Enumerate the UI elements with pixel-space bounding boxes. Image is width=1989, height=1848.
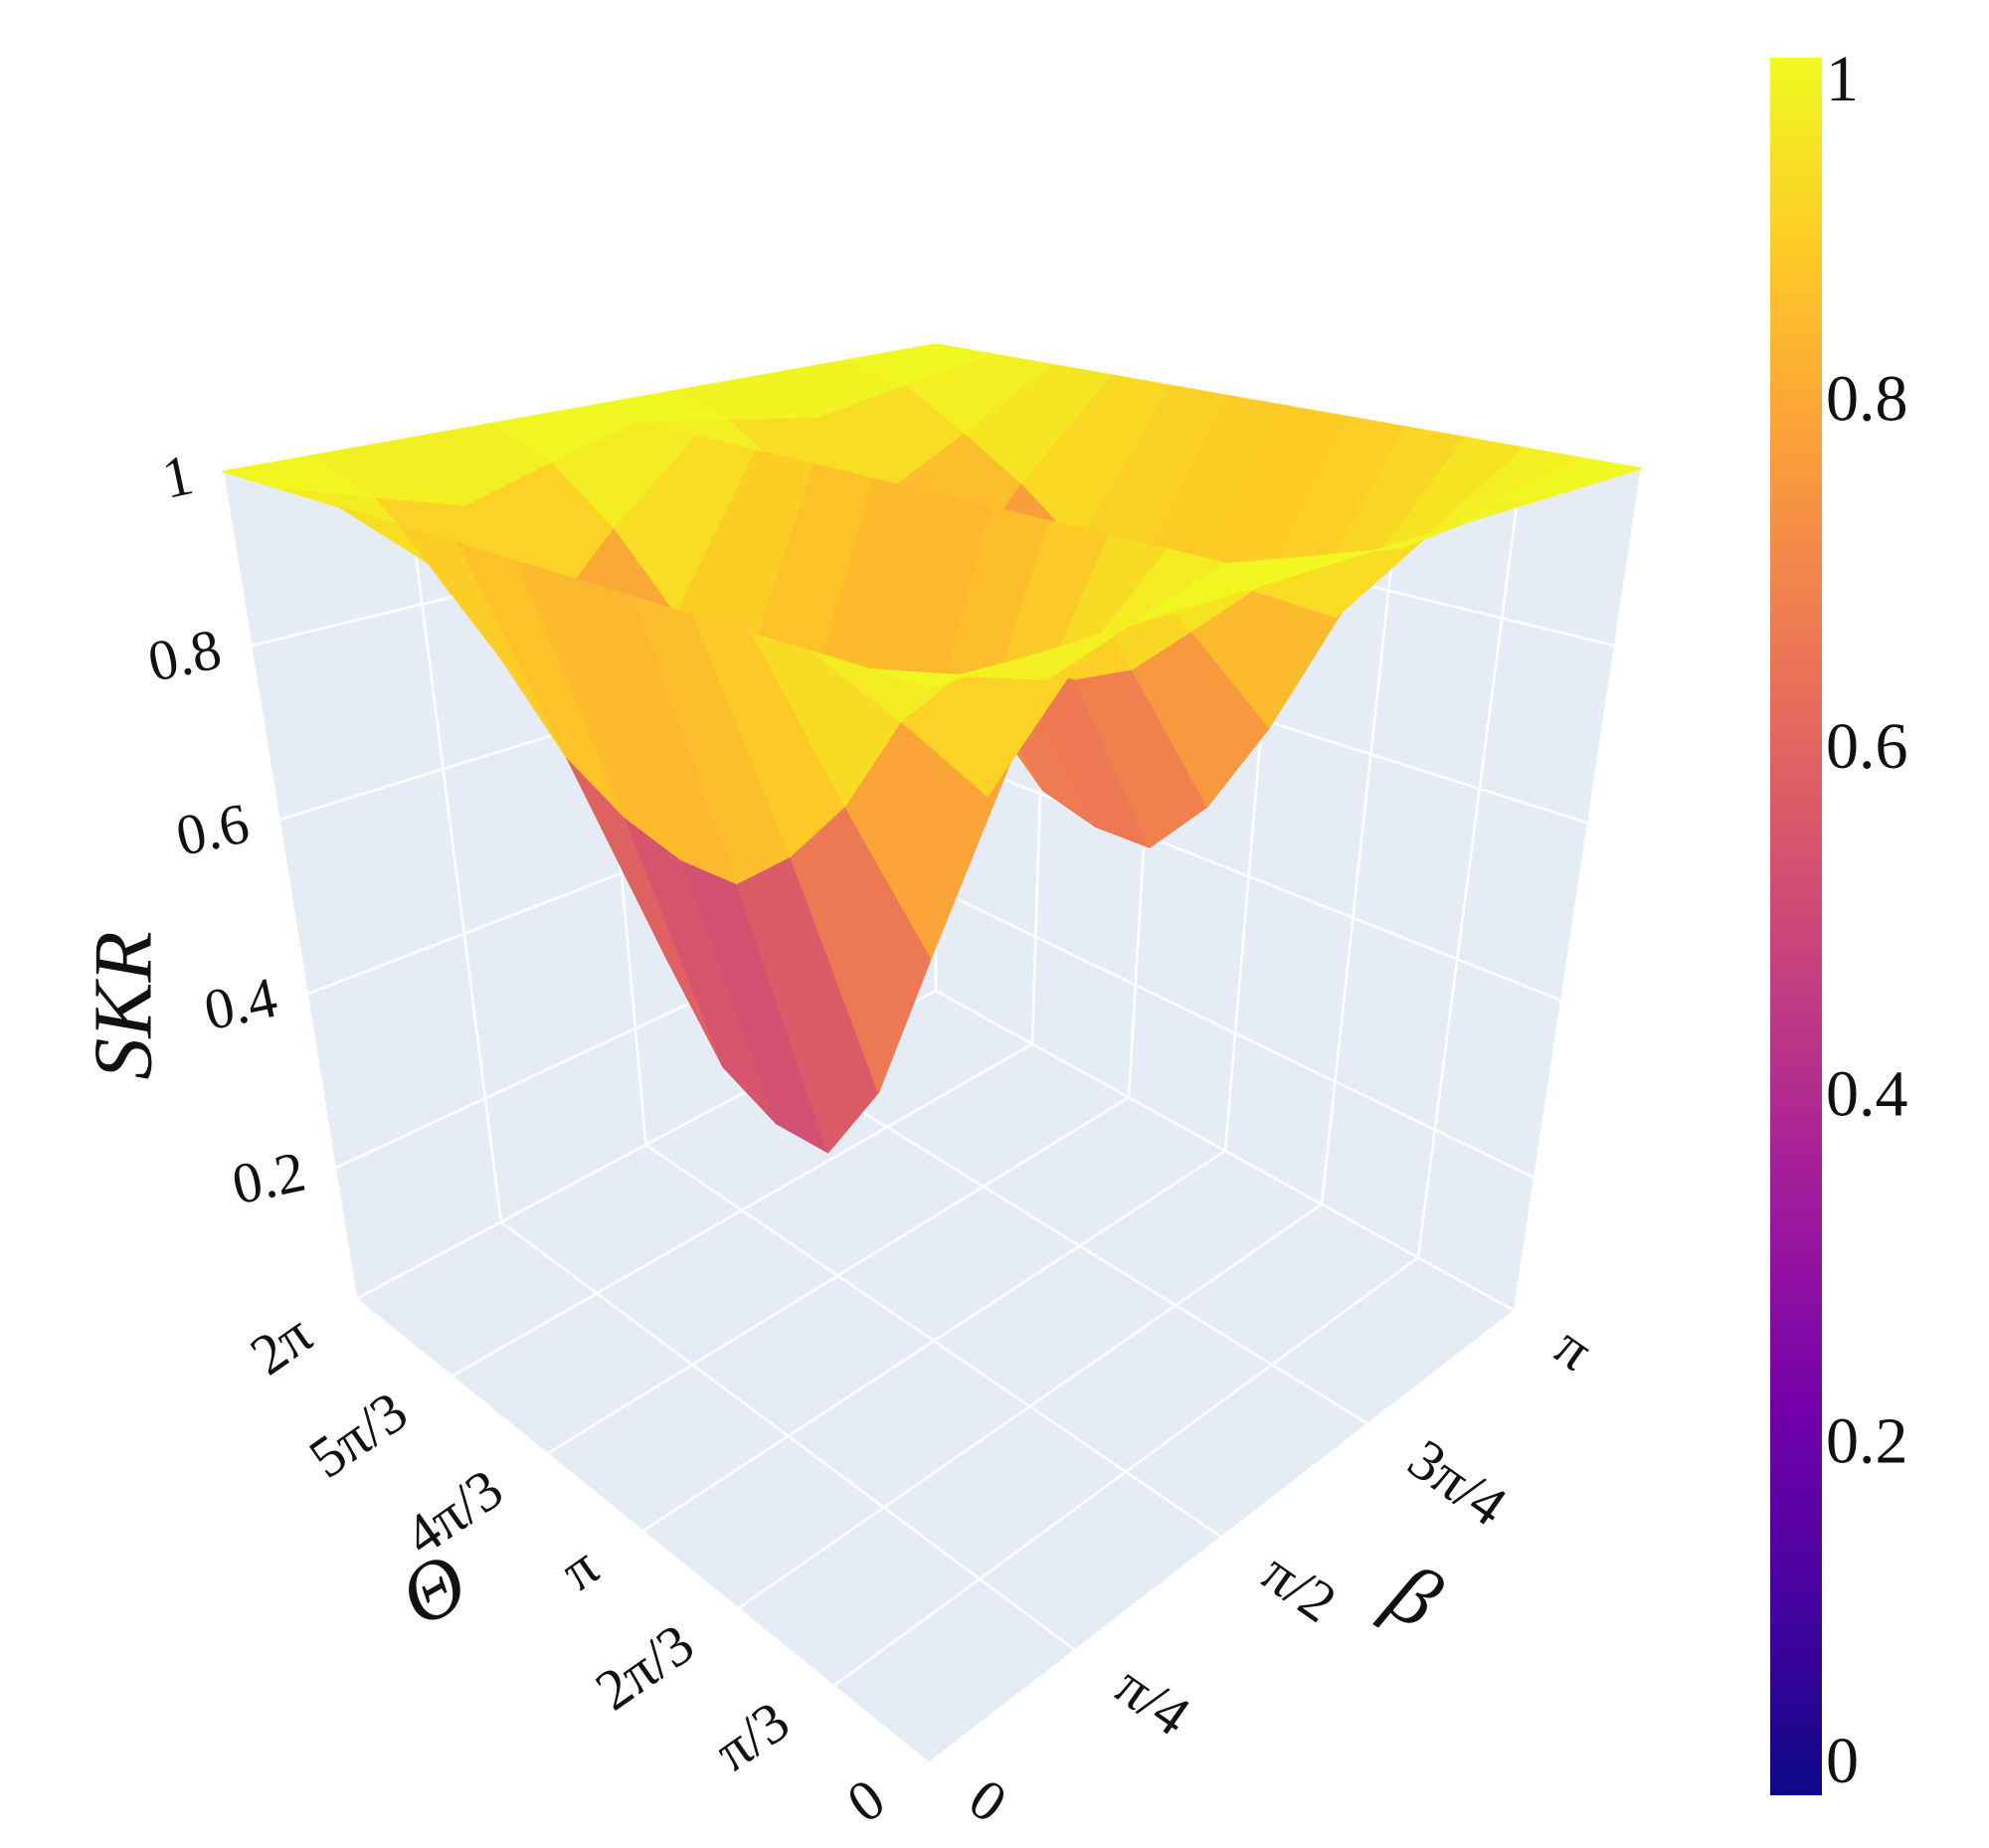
x-tick-label: 5π/3: [297, 1379, 419, 1491]
y-tick-label: 0: [958, 1765, 1018, 1835]
z-axis-title: SKR: [77, 931, 169, 1079]
colorbar-tick-label: 1: [1826, 43, 1859, 115]
colorbar-tick-label: 0.2: [1826, 1405, 1908, 1478]
y-grid-line: [221, 470, 930, 1764]
colorbar: 0 0.2 0.4 0.6 0.8 1: [1770, 43, 1908, 1797]
y-tick-label: π: [1543, 1313, 1604, 1383]
x-tick-label: π: [549, 1534, 610, 1603]
x-tick-label: 2π/3: [584, 1611, 705, 1724]
colorbar-tick-label: 0.4: [1826, 1057, 1908, 1130]
colorbar-tick-label: 0.8: [1826, 363, 1908, 436]
y-tick-label: π/2: [1250, 1540, 1348, 1635]
surface-patch: [869, 658, 1019, 688]
surface: [222, 343, 1643, 1154]
colorbar-tick-label: 0.6: [1826, 710, 1908, 783]
y-grid-line: [400, 439, 1077, 1652]
y-tick-label: π/4: [1104, 1653, 1201, 1749]
x-tick-label: π/3: [703, 1688, 801, 1783]
y-tick-label: 3π/4: [1397, 1426, 1519, 1539]
z-tick-label: 0.6: [170, 790, 254, 868]
x-tick-label: 0: [835, 1765, 896, 1835]
x-tick-label: 2π: [239, 1301, 323, 1387]
z-tick-label: 0.2: [227, 1139, 310, 1217]
colorbar-tick-label: 0: [1826, 1725, 1859, 1797]
z-tick-label: 0.4: [199, 965, 282, 1043]
floor-panel: [356, 991, 1515, 1763]
colorbar-scale: [1770, 58, 1822, 1795]
z-tick-label: 1: [157, 442, 199, 511]
z-tick-label: 0.8: [142, 616, 226, 694]
y-axis-title: β: [1371, 1545, 1456, 1647]
